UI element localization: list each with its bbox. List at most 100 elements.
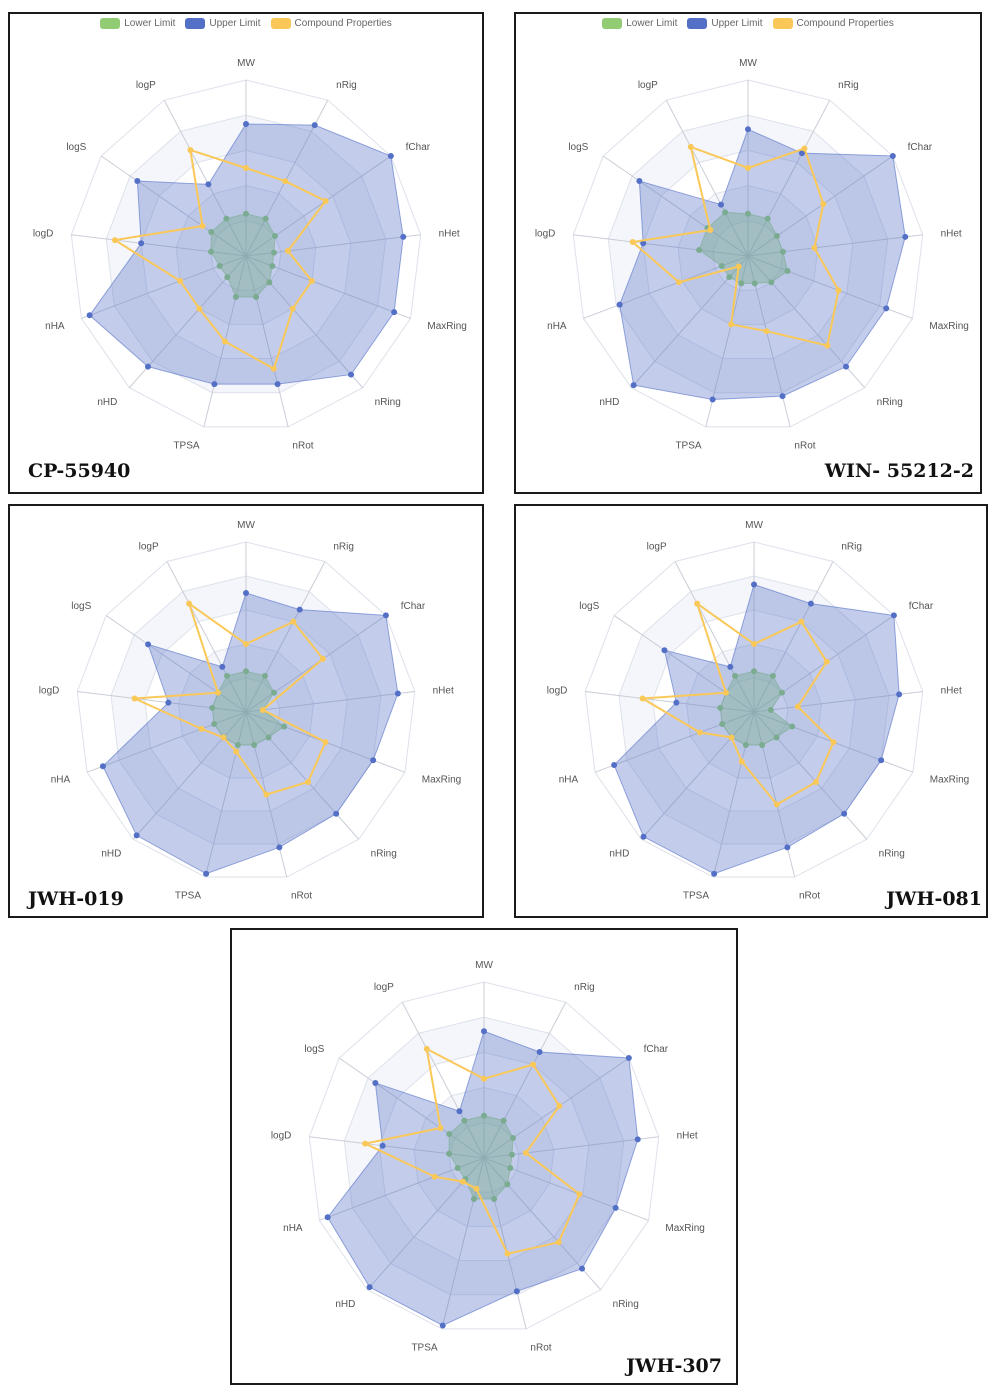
data-point [727,663,734,670]
data-point [784,267,791,274]
axis-label: nHD [609,849,629,860]
axis-label: nRing [877,397,903,408]
data-point [745,126,751,133]
data-point [263,791,270,798]
data-point [732,672,739,679]
data-point [779,248,786,255]
axis-label: nRing [613,1299,639,1310]
legend-swatch [772,18,793,29]
data-point [362,1140,369,1147]
series-area [613,583,900,875]
data-point [296,606,303,613]
axis-spoke [245,691,415,713]
data-point [290,618,297,625]
data-point [896,691,903,698]
data-point [271,233,278,240]
data-point [763,328,770,335]
data-point [282,178,289,185]
data-point [616,301,623,308]
data-point [144,363,151,370]
legend-label: Compound Properties [294,18,392,29]
data-point [835,287,842,294]
data-point [481,1112,487,1119]
radar-chart: MW nRig fChar nHet MaxRing nRing nRot TPSA nHD nH… [33,58,467,451]
radar-panel: MW nRig fChar nHet MaxRing nRing nRot TPSA nHD nH… [230,928,738,1385]
legend-item-lower[interactable]: Lower Limit [602,18,677,29]
axis-label: MW [237,58,255,69]
axis-spoke [747,155,894,257]
data-point [366,1284,373,1291]
legend-item-upper[interactable]: Upper Limit [185,18,261,29]
axis-spoke [338,1057,485,1159]
data-point [99,763,106,770]
data-point [305,778,312,785]
data-point [208,229,215,236]
axis-label: nRing [371,849,397,860]
axis-label: logP [638,80,658,91]
data-point [379,1142,386,1149]
data-point [187,147,194,154]
data-point [370,757,377,764]
data-point [738,758,745,765]
legend-item-lower[interactable]: Lower Limit [100,18,175,29]
axis-label: nHet [439,229,460,240]
legend-swatch [185,18,206,29]
data-point [243,668,249,675]
data-point [830,739,837,746]
axis-label: nRot [530,1342,551,1353]
axis-label: MaxRing [930,775,969,786]
data-point [773,801,780,808]
data-point [423,1045,430,1052]
data-point [767,706,774,713]
data-point [742,742,749,749]
axis-label: nHet [677,1131,698,1142]
data-point [723,689,730,696]
axis-label: logS [304,1044,324,1055]
axis-label: nHA [51,775,71,786]
data-point [824,342,831,349]
data-point [728,321,735,328]
axis-label: logS [71,601,91,612]
data-point [259,706,266,713]
series-area [134,601,327,796]
axis-spoke [163,99,247,257]
legend-label: Compound Properties [796,18,894,29]
data-point [798,618,805,625]
legend-item-compound[interactable]: Compound Properties [270,18,392,29]
data-point [203,870,210,877]
data-point [459,1178,466,1185]
axis-spoke [245,255,289,428]
axis-label: fChar [909,601,934,612]
data-point [243,210,249,217]
radar-panel: MW nRig fChar nHet MaxRing nRing nRot TPSA nHD nH… [514,504,988,918]
data-point [707,227,714,234]
legend-item-upper[interactable]: Upper Limit [687,18,763,29]
series-area [619,128,906,401]
axis-label: TPSA [173,440,199,451]
legend-label: Lower Limit [626,18,678,29]
data-point [437,1125,444,1132]
data-point [473,1185,480,1192]
axis-label: logD [39,685,60,696]
data-point [269,262,276,269]
data-point [889,153,896,160]
axis-label: nRig [574,982,595,993]
series-area [88,123,404,385]
data-point [461,1117,468,1124]
legend-item-compound[interactable]: Compound Properties [772,18,894,29]
data-point [481,1075,487,1082]
data-point [513,1288,520,1295]
data-point [198,725,205,732]
data-point [265,734,272,741]
data-point [883,305,890,312]
data-point [778,689,785,696]
axis-label: nHet [941,229,962,240]
data-point [324,1214,331,1221]
axis-label: nRing [879,849,905,860]
data-point [243,641,249,647]
data-point [687,143,694,150]
axis-label: nHD [599,397,619,408]
axis-spoke [573,234,749,257]
data-point [491,1196,498,1203]
series-area [102,592,399,875]
